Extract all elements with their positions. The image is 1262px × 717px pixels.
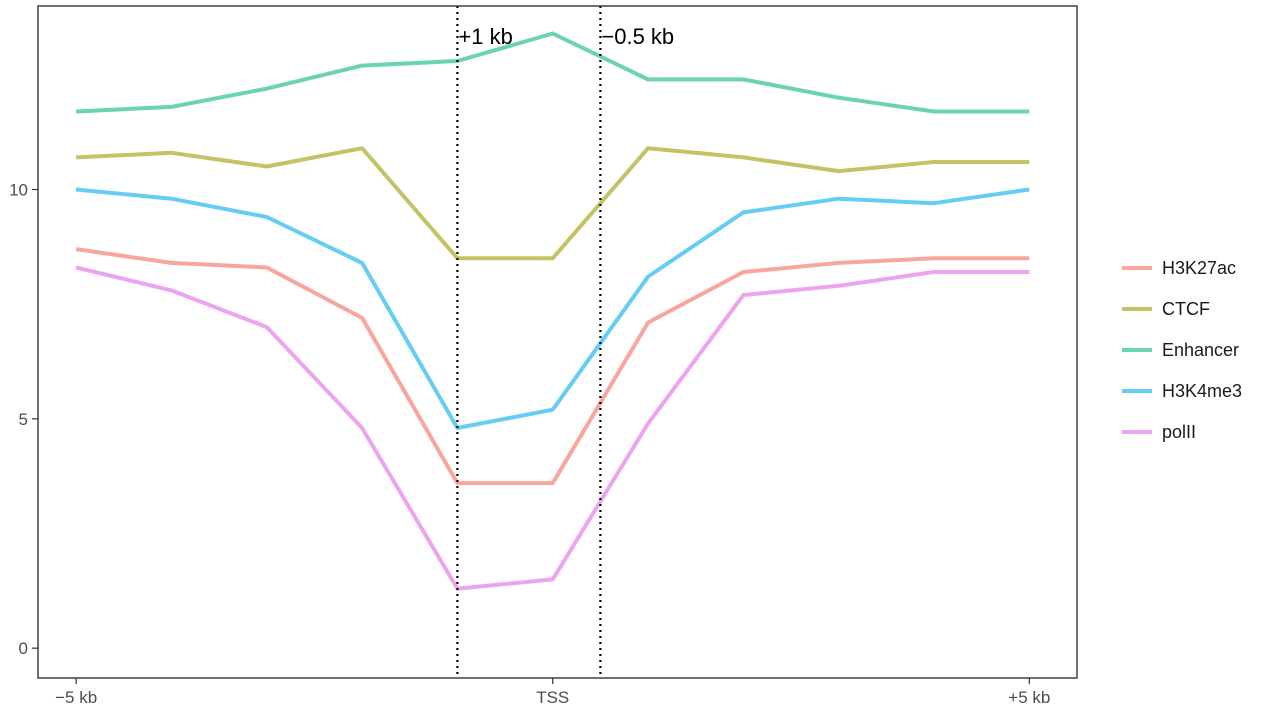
- legend-label-h3k4me3: H3K4me3: [1162, 381, 1242, 401]
- reference-line-label-0: +1 kb: [458, 24, 512, 49]
- legend-label-polii: polII: [1162, 422, 1196, 442]
- y-tick-label-2: 10: [9, 180, 28, 199]
- series-layer: [75, 31, 1030, 591]
- plot-panel-border: [37, 5, 1078, 679]
- legend-label-enhancer: Enhancer: [1162, 340, 1239, 360]
- reference-line-label-1: −0.5 kb: [601, 24, 674, 49]
- legend: H3K27ac CTCF Enhancer H3K4me3 polII: [1122, 258, 1242, 442]
- series-line-h3k4me3: [75, 187, 1030, 430]
- y-tick-label-0: 0: [19, 639, 28, 658]
- y-tick-label-1: 5: [19, 410, 28, 429]
- series-line-h3k27ac: [75, 247, 1030, 486]
- series-line-polii: [75, 265, 1030, 591]
- x-tick-label-1: TSS: [536, 688, 569, 707]
- legend-label-ctcf: CTCF: [1162, 299, 1210, 319]
- x-tick-label-0: −5 kb: [55, 688, 97, 707]
- series-line-ctcf: [76, 146, 1030, 261]
- series-line-enhancer: [76, 31, 1030, 114]
- x-tick-label-2: +5 kb: [1008, 688, 1050, 707]
- reference-lines-layer: +1 kb −0.5 kb: [456, 6, 674, 678]
- legend-label-h3k27ac: H3K27ac: [1162, 258, 1236, 278]
- axes-layer: −5 kb TSS +5 kb 0 5 10: [9, 180, 1050, 707]
